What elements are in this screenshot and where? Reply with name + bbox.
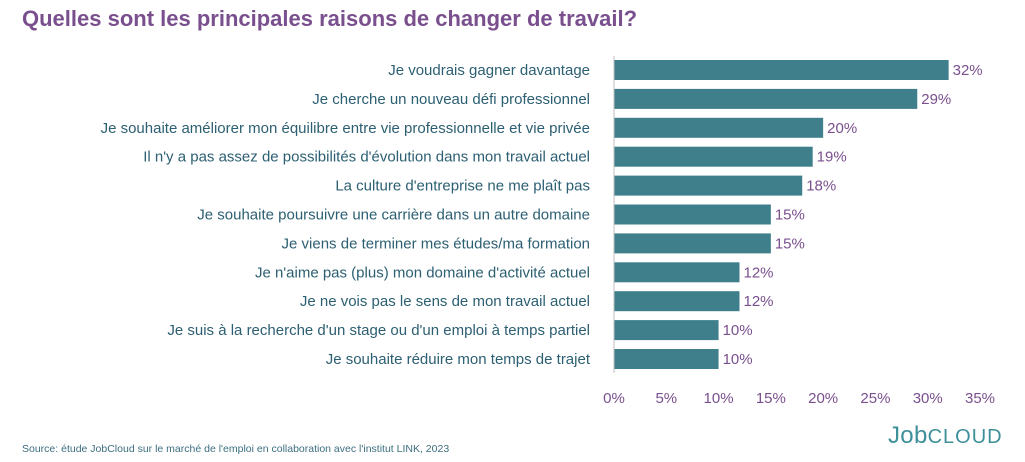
value-label: 12% (743, 293, 773, 310)
bar (614, 175, 803, 196)
value-label: 19% (817, 149, 847, 166)
category-label: Je souhaite poursuivre une carrière dans… (197, 207, 590, 224)
category-label: Je n'aime pas (plus) mon domaine d'activ… (255, 264, 590, 281)
value-label: 10% (723, 351, 753, 368)
bar (614, 117, 824, 138)
value-label: 29% (921, 91, 951, 108)
category-label: Je souhaite réduire mon temps de trajet (326, 351, 591, 368)
bar (614, 262, 740, 283)
value-label: 10% (723, 322, 753, 339)
bar (614, 291, 740, 312)
x-tick-label: 25% (860, 390, 890, 407)
x-tick-label: 5% (655, 390, 677, 407)
logo-cloud: CLOUD (927, 426, 1003, 448)
value-label: 12% (743, 264, 773, 281)
bar (614, 349, 719, 369)
value-label: 18% (806, 178, 836, 195)
bar (614, 146, 813, 167)
value-label: 32% (953, 62, 983, 79)
category-label: Je cherche un nouveau défi professionnel (312, 91, 590, 108)
x-tick-label: 0% (603, 390, 625, 407)
category-label: Je suis à la recherche d'un stage ou d'u… (167, 322, 590, 339)
category-label: Il n'y a pas assez de possibilités d'évo… (143, 149, 590, 166)
category-label: La culture d'entreprise ne me plaît pas (335, 178, 590, 195)
value-label: 15% (775, 235, 805, 252)
category-label: Je ne vois pas le sens de mon travail ac… (300, 293, 590, 310)
category-label: Je voudrais gagner davantage (388, 62, 590, 79)
value-label: 20% (827, 120, 857, 137)
x-tick-label: 35% (965, 390, 995, 407)
category-label: Je viens de terminer mes études/ma forma… (282, 235, 590, 252)
chart-title: Quelles sont les principales raisons de … (22, 6, 638, 31)
value-label: 15% (775, 207, 805, 224)
source-note: Source: étude JobCloud sur le marché de … (22, 443, 450, 455)
category-label: Je souhaite améliorer mon équilibre entr… (101, 120, 590, 137)
jobcloud-logo: JobCLOUD (888, 422, 1003, 450)
bar (614, 233, 771, 254)
x-tick-label: 30% (913, 390, 943, 407)
x-tick-label: 20% (808, 390, 838, 407)
bar (614, 320, 719, 341)
logo-job: Job (888, 422, 928, 449)
bar (614, 88, 918, 109)
x-tick-label: 15% (756, 390, 786, 407)
x-tick-label: 10% (704, 390, 734, 407)
bar (614, 60, 949, 80)
bar (614, 204, 771, 225)
